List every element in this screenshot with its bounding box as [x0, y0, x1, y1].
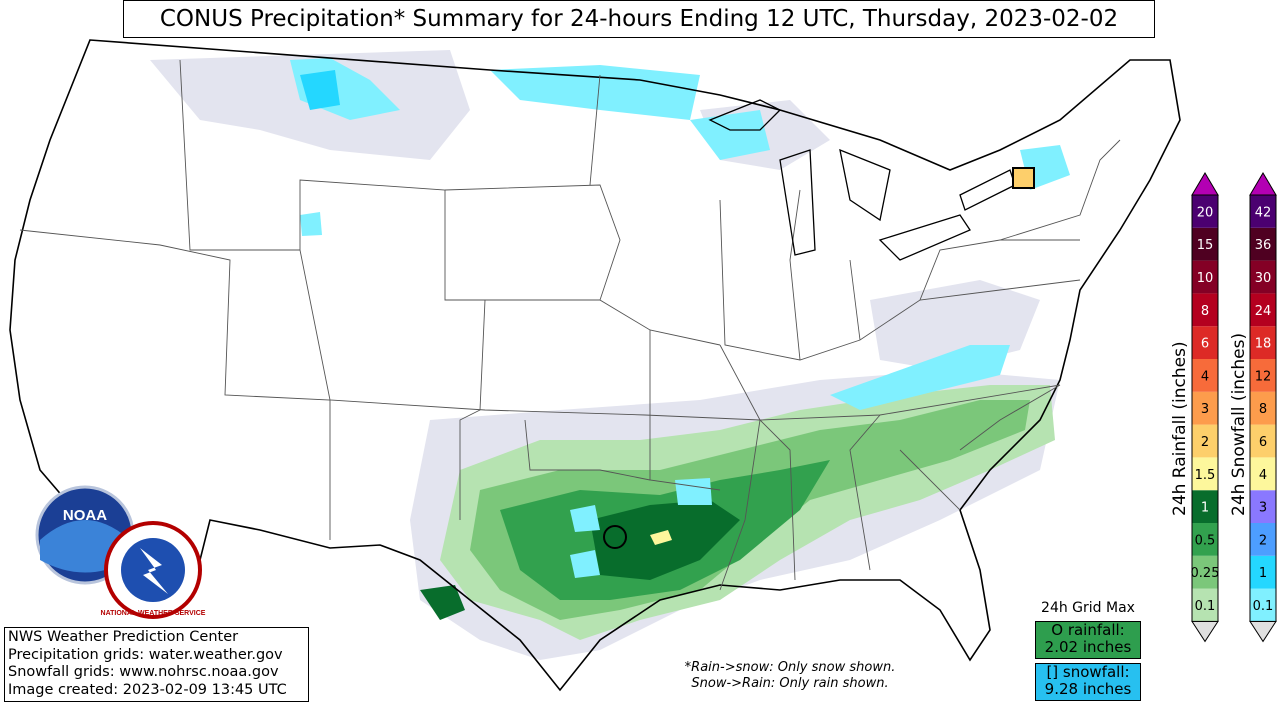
- grid-max-rain-label: O rainfall:: [1051, 621, 1125, 639]
- grid-max-title: 24h Grid Max: [1041, 600, 1135, 616]
- rain-segment: [1192, 555, 1218, 589]
- nws-logo-text: NATIONAL WEATHER SERVICE: [101, 610, 206, 617]
- rain-segment: [1192, 260, 1218, 294]
- rain-segment: [1192, 424, 1218, 458]
- rain-tick-label: 3: [1201, 402, 1209, 417]
- rain-segment: [1192, 523, 1218, 556]
- snowfall-max-marker: [1012, 167, 1035, 189]
- rain-tick-label: 0.5: [1195, 533, 1216, 548]
- rain-tick-label: 4: [1201, 369, 1209, 384]
- rain-segment: [1192, 227, 1218, 261]
- rain-tick-label: 20: [1197, 205, 1214, 220]
- snow-tick-label: 12: [1255, 369, 1272, 384]
- rainfall-max-marker: [603, 525, 627, 549]
- info-line-precip: Precipitation grids: water.weather.gov: [8, 646, 283, 663]
- info-box: NWS Weather Prediction Center Precipitat…: [4, 627, 309, 702]
- rain-segment: [1192, 457, 1218, 491]
- snow-montana-core: [300, 70, 340, 110]
- rain-tick-label: 10: [1197, 271, 1214, 286]
- snow-segment: [1250, 260, 1276, 294]
- snow-segment: [1250, 195, 1276, 228]
- snow-tick-label: 42: [1255, 205, 1272, 220]
- snow-tick-label: 8: [1259, 402, 1267, 417]
- grid-max-snowfall: [] snowfall: 9.28 inches: [1035, 663, 1141, 701]
- rain-segment: [1192, 359, 1218, 392]
- rain-segment: [1192, 326, 1218, 359]
- snow-tick-label: 30: [1255, 271, 1272, 286]
- snow-segment: [1250, 457, 1276, 491]
- rain-segment: [1192, 293, 1218, 327]
- snow-segment: [1250, 588, 1276, 622]
- rain-segment: [1192, 391, 1218, 425]
- grid-max-snow-value: 9.28 inches: [1044, 680, 1132, 698]
- snowfall-colorbar-label: 24h Snowfall (inches): [1229, 332, 1249, 516]
- snow-segment: [1250, 359, 1276, 392]
- info-line-wpc: NWS Weather Prediction Center: [8, 629, 239, 645]
- rain-tick-label: 0.1: [1195, 599, 1216, 614]
- snow-tick-label: 0.1: [1253, 599, 1274, 614]
- snow-segment: [1250, 523, 1276, 556]
- rain-segment: [1192, 490, 1218, 523]
- rain-tick-label: 15: [1197, 238, 1214, 253]
- snow-texas-1: [570, 550, 600, 578]
- snow-segment: [1250, 227, 1276, 261]
- info-line-created: Image created: 2023-02-09 13:45 UTC: [8, 681, 287, 698]
- grid-max-rainfall: O rainfall: 2.02 inches: [1035, 621, 1141, 659]
- snow-tick-label: 3: [1259, 501, 1267, 516]
- snow-segment: [1250, 490, 1276, 523]
- note-line-2: Snow->Rain: Only rain shown.: [691, 676, 889, 691]
- rain-1p5-spot: [650, 530, 672, 545]
- rain-tick-label: 2: [1201, 435, 1209, 450]
- rainfall-colorbar: 0.1 0.25 0.5 1 1.5 2 3 4 6 8 10 15 20: [1191, 172, 1220, 643]
- snow-tick-label: 18: [1255, 337, 1272, 352]
- rain-heavy-sw-area: [420, 585, 465, 620]
- snow-texas-2: [570, 505, 600, 532]
- map-title: CONUS Precipitation* Summary for 24-hour…: [123, 0, 1155, 38]
- grid-max-snow-label: [] snowfall:: [1046, 663, 1130, 681]
- snow-tick-label: 6: [1259, 435, 1267, 450]
- note-line-1: *Rain->snow: Only snow shown.: [684, 660, 896, 675]
- info-line-snow: Snowfall grids: www.nohrsc.noaa.gov: [8, 664, 279, 680]
- snow-superior-area: [690, 110, 770, 160]
- great-lakes: [708, 99, 1016, 261]
- snow-frame: [1249, 194, 1277, 622]
- snow-wyoming: [300, 212, 322, 236]
- snow-arkansas: [675, 478, 712, 505]
- snow-tick-label: 4: [1259, 468, 1267, 483]
- snow-tick-label: 36: [1255, 238, 1272, 253]
- snow-segment: [1250, 424, 1276, 458]
- rainfall-colorbar-label: 24h Rainfall (inches): [1170, 341, 1190, 516]
- rain-tick-label: 0.25: [1191, 566, 1220, 581]
- rain-segment: [1192, 588, 1218, 622]
- snow-tick-label: 1: [1259, 566, 1267, 581]
- snow-segment: [1250, 555, 1276, 589]
- snow-areas: [290, 58, 1070, 578]
- rain-tick-label: 6: [1201, 337, 1209, 352]
- rain-segment: [1192, 195, 1218, 228]
- snow-tick-label: 24: [1255, 304, 1272, 319]
- rain-tick-label: 1: [1201, 501, 1209, 516]
- snow-north-plains-area: [490, 65, 700, 120]
- snow-segment: [1250, 326, 1276, 359]
- rain-tick-label: 1.5: [1195, 468, 1216, 483]
- rain-snow-note: *Rain->snow: Only snow shown. Snow->Rain…: [640, 660, 940, 692]
- nws-logo: NATIONAL WEATHER SERVICE: [101, 521, 206, 619]
- snow-tick-label: 2: [1259, 533, 1267, 548]
- snow-segment: [1250, 293, 1276, 327]
- snow-midatlantic-area: [830, 345, 1010, 410]
- grid-max-rain-value: 2.02 inches: [1044, 638, 1132, 656]
- rain-tick-label: 8: [1201, 304, 1209, 319]
- snow-segment: [1250, 391, 1276, 425]
- noaa-logo-text: NOAA: [63, 507, 107, 524]
- rain-frame: [1191, 194, 1219, 622]
